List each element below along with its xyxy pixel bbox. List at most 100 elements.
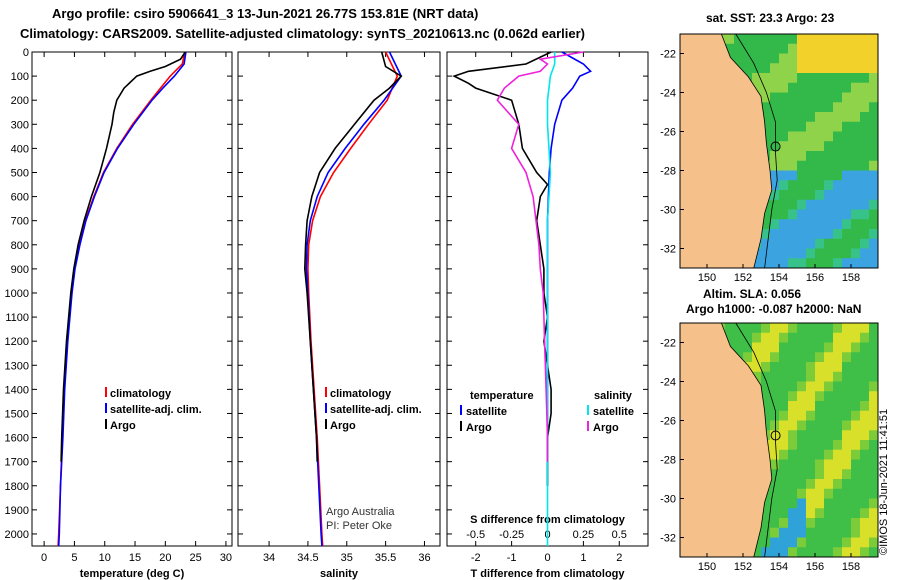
map-cell [842,430,852,441]
map-y-tick-label: -32 [660,244,676,256]
plot-frame-1 [31,51,233,547]
map-cell [761,34,771,45]
map-cell [770,381,780,392]
map-cell [869,92,879,103]
map-cell [860,102,870,113]
map-cell [842,53,852,64]
map-cell [815,362,825,373]
map-cell [779,401,789,412]
map-cell [788,342,798,353]
map-cell [770,229,780,240]
x-axis-label: salinity [320,568,359,580]
map-cell [788,34,798,45]
map-cell [860,352,870,363]
map-cell [869,151,879,162]
map-cell [779,112,789,123]
map-cell [851,131,861,142]
map-cell [779,518,789,529]
map-cell [797,151,807,162]
map-cell [824,401,834,412]
map-cell [833,508,843,519]
map-cell [824,73,834,84]
map-cell [851,401,861,412]
map-cell [869,199,879,210]
map-cell [770,53,780,64]
map-cell [824,391,834,402]
map-cell [824,362,834,373]
map-cell [797,508,807,519]
map-cell [797,43,807,54]
map-cell [833,440,843,451]
map-cell [869,258,879,269]
map-cell [842,92,852,103]
map-cell [806,459,816,470]
map-cell [860,209,870,220]
map-cell [815,352,825,363]
map-cell [869,131,879,142]
map-cell [788,53,798,64]
map-cell [797,131,807,142]
map-cell [815,537,825,548]
map-cell [833,199,843,210]
map-cell [869,229,879,240]
map-cell [788,199,798,210]
map-cell [788,180,798,191]
map-cell [824,34,834,45]
map-cell [806,420,816,431]
map-cell [788,527,798,538]
map-cell [860,82,870,93]
map-cell [788,229,798,240]
map-cell [770,121,780,132]
map-cell [752,342,762,353]
map-x-tick-label: 150 [698,561,716,573]
map-cell [824,112,834,123]
series-line-1-2 [57,51,187,547]
map-cell [824,121,834,132]
map-cell [788,238,798,249]
map-cell [725,34,735,45]
map-cell [833,160,843,171]
map-cell [806,362,816,373]
map-cell [869,381,879,392]
map-cell [842,73,852,84]
map-cell [788,131,798,142]
map-x-tick-label: 154 [770,561,788,573]
map-cell [779,323,789,334]
map-cell [851,160,861,171]
map-cell [815,527,825,538]
map-cell [842,449,852,460]
map-cell [851,430,861,441]
map-cell [815,342,825,353]
map-cell [797,440,807,451]
map-cell [869,488,879,499]
map-cell [788,92,798,103]
map-cell [833,371,843,382]
map-cell [788,391,798,402]
map-cell [842,209,852,220]
map-cell [860,479,870,490]
map-cell [833,420,843,431]
legend-label: Argo [593,422,619,434]
map-cell [842,527,852,538]
y-tick-label: 1300 [5,360,29,372]
map-cell [770,440,780,451]
map-x-tick-label: 152 [734,272,752,284]
map-cell [842,141,852,152]
x-tick-label: 0 [544,552,550,564]
map-cell [770,73,780,84]
map-cell [734,53,744,64]
map-cell [860,537,870,548]
map-cell [788,43,798,54]
map-cell [770,430,780,441]
map-cell [833,190,843,201]
map-y-tick-label: -22 [660,338,676,350]
map-cell [860,391,870,402]
map-cell [788,190,798,201]
map-cell [842,410,852,421]
map-cell [806,141,816,152]
map-cell [806,102,816,113]
map-cell [842,537,852,548]
map-cell [851,34,861,45]
map-cell [797,34,807,45]
map-cell [869,180,879,191]
